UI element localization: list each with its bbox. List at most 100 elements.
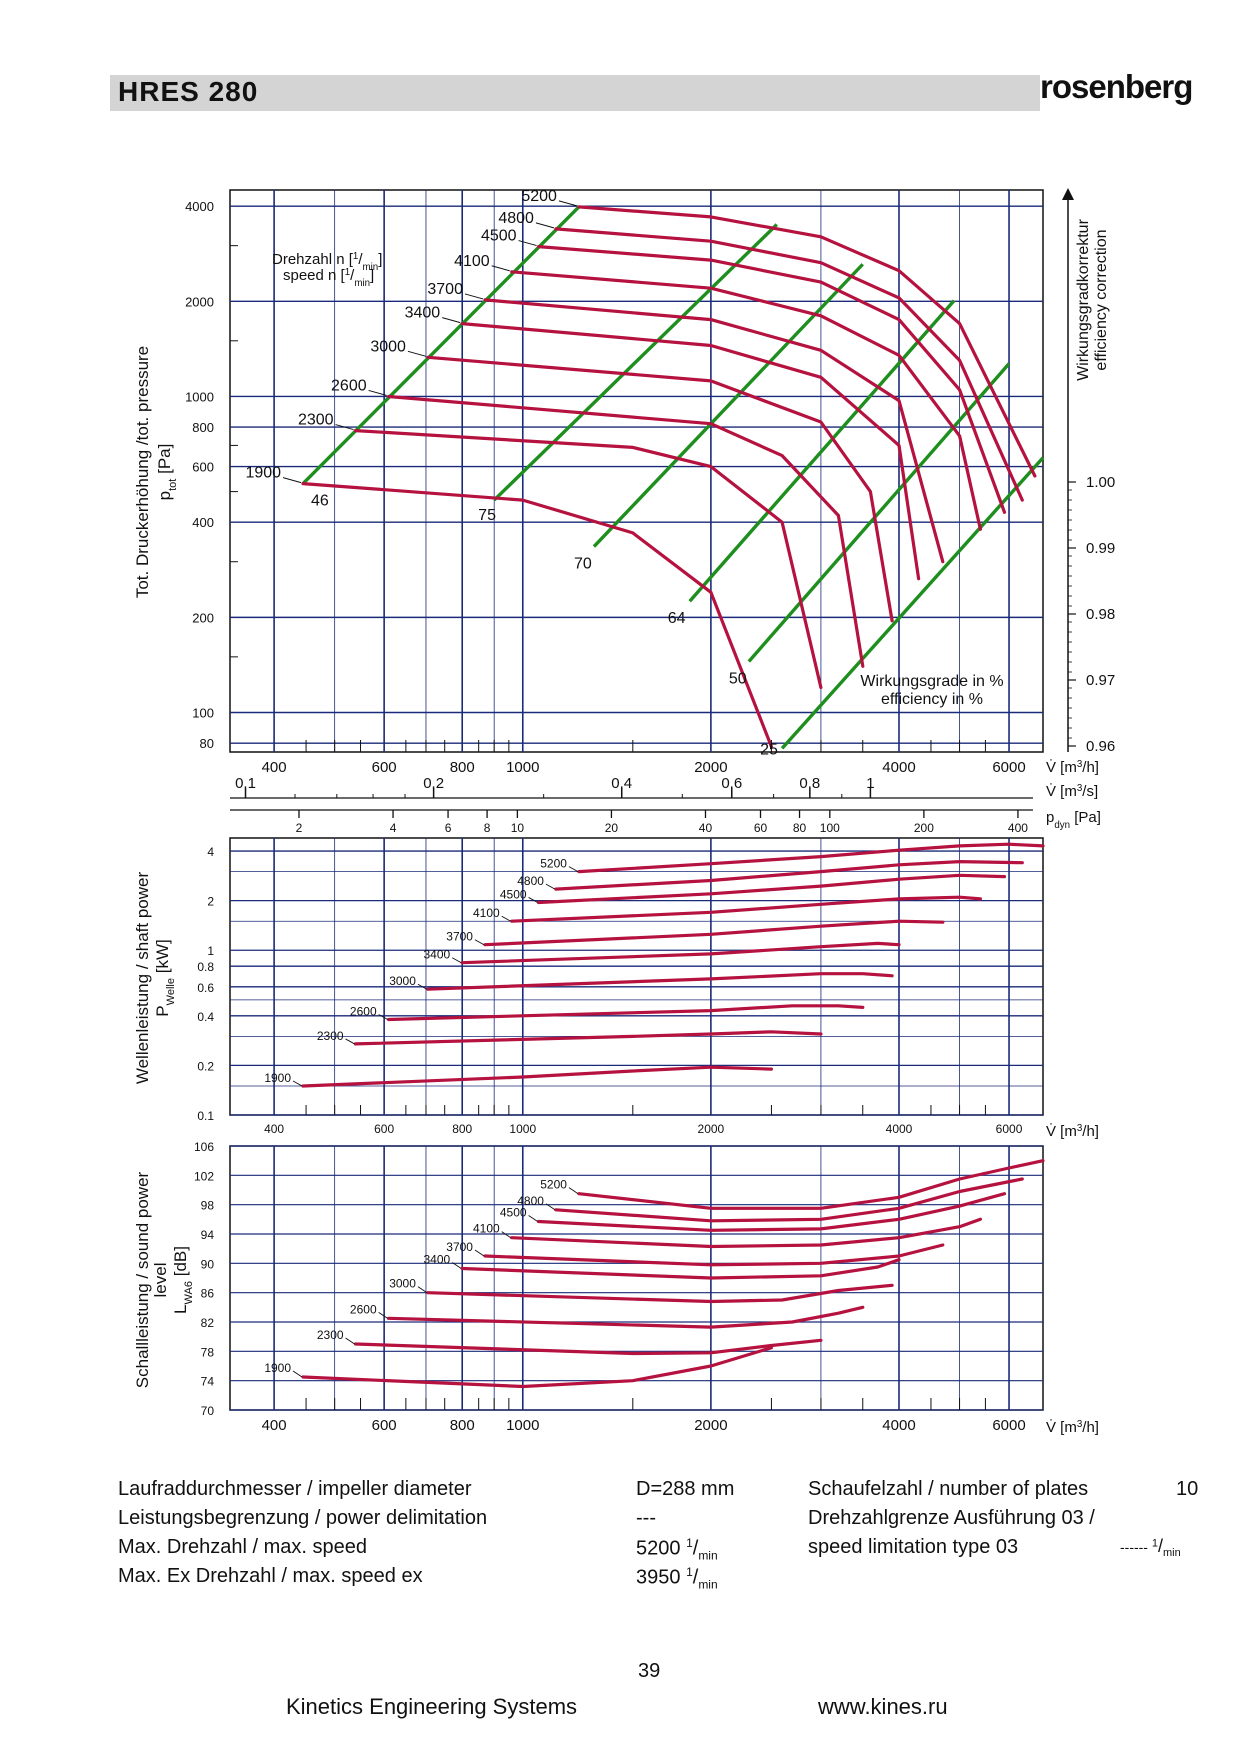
- efficiency-label-50: 50: [729, 671, 747, 688]
- pressure-y-tick-label: 800: [192, 420, 214, 435]
- speed-label-leader: [518, 240, 537, 247]
- power-label-leader: [345, 1038, 355, 1045]
- correction-tick-label: 0.96: [1086, 738, 1115, 755]
- speed-curve-2300: [353, 429, 823, 690]
- power-speed-label-3700: 3700: [446, 930, 473, 944]
- power-y-tick-label: 0.2: [197, 1059, 214, 1073]
- speed-label-leader: [407, 350, 427, 357]
- efficiency-label-70: 70: [574, 556, 592, 573]
- power-curve-3000: [426, 972, 894, 991]
- speed-label-leader: [442, 317, 461, 324]
- speed-axis-label-de: Drehzahl n [1/min]: [272, 251, 382, 273]
- spec-label-impeller-diameter: Laufraddurchmesser / impeller diameter: [118, 1478, 472, 1500]
- pdyn-tick-label: 40: [699, 821, 713, 835]
- correction-axis-title-de: Wirkungsgradkorrektur: [1075, 218, 1092, 381]
- pressure-y-tick-label: 80: [200, 736, 214, 751]
- sound-x-axis-title: V̇ [m3/h]: [1046, 1419, 1099, 1437]
- speed-axis-label-en: speed n [1/min]: [283, 267, 374, 289]
- speed-label-4500: 4500: [481, 228, 517, 245]
- power-y-tick-label: 1: [207, 944, 214, 958]
- shaft-power-plot-frame: [229, 837, 1044, 1116]
- speed-label-leader: [282, 477, 302, 484]
- speed-label-leader: [558, 200, 578, 207]
- correction-tick-label: 0.98: [1086, 606, 1115, 623]
- pressure-y-tick-label: 100: [192, 706, 214, 721]
- footer-website: www.kines.ru: [818, 1694, 948, 1719]
- spec-label-speed-limitation-en: speed limitation type 03: [808, 1536, 1019, 1558]
- sound-label-leader: [451, 1262, 462, 1269]
- pdyn-tick-label: 10: [511, 821, 525, 835]
- speed-curve-4100: [510, 270, 982, 531]
- power-label-leader: [568, 866, 579, 873]
- power-speed-label-2600: 2600: [350, 1004, 377, 1018]
- sound-speed-label-4100: 4100: [473, 1222, 500, 1236]
- m3s-tick-label: 0.4: [611, 775, 632, 792]
- sound-speed-label-3400: 3400: [424, 1252, 451, 1266]
- speed-curve-1900: [301, 482, 773, 749]
- sound-y-tick-label: 82: [201, 1316, 215, 1330]
- power-y-tick-label: 0.6: [197, 981, 214, 995]
- sound-curve-4500: [537, 1192, 1007, 1232]
- efficiency-line-70: [592, 263, 864, 548]
- sound-curve-4100: [510, 1217, 982, 1249]
- pdyn-tick-label: 60: [754, 821, 768, 835]
- sound-y-tick-label: 70: [201, 1404, 215, 1418]
- power-x-tick-label: 600: [374, 1122, 394, 1136]
- power-y-tick-label: 0.8: [197, 960, 214, 974]
- pressure-x-tick-label: 4000: [882, 759, 915, 776]
- sound-y-axis-unit: LWA6 [dB]: [171, 1246, 195, 1314]
- speed-label-leader: [464, 293, 484, 300]
- pdyn-tick-label: 4: [390, 821, 397, 835]
- speed-label-3000: 3000: [370, 338, 406, 355]
- m3s-tick-label: 0.8: [799, 775, 820, 792]
- sound-speed-label-5200: 5200: [540, 1178, 567, 1192]
- spec-value-power-delimitation: ---: [636, 1507, 656, 1529]
- power-label-leader: [451, 957, 462, 964]
- spec-value-impeller-diameter: D=288 mm: [636, 1478, 735, 1500]
- efficiency-line-50: [747, 362, 1011, 663]
- sound-label-leader: [378, 1311, 388, 1319]
- sound-y-axis-title: Schallleistung / sound power: [133, 1171, 152, 1388]
- pdyn-tick-label: 200: [914, 821, 934, 835]
- correction-tick-label: 0.97: [1086, 672, 1115, 689]
- power-curve-3400: [460, 941, 901, 965]
- m3s-axis-title: V̇ [m3/s]: [1046, 783, 1098, 801]
- sound-speed-label-2600: 2600: [350, 1302, 377, 1316]
- speed-label-2600: 2600: [331, 377, 367, 394]
- pressure-y-tick-label: 600: [192, 460, 214, 475]
- spec-label-speed-limitation-de: Drehzahlgrenze Ausführung 03 /: [808, 1507, 1095, 1529]
- sound-curve-3000: [426, 1283, 894, 1304]
- sound-curve-2600: [387, 1305, 865, 1329]
- efficiency-line-64: [688, 299, 956, 603]
- sound-y-axis-title-2: level: [151, 1263, 170, 1298]
- speed-label-leader: [368, 389, 387, 396]
- power-x-tick-label: 6000: [996, 1122, 1023, 1136]
- spec-label-power-delimitation: Leistungsbegrenzung / power delimitation: [118, 1507, 488, 1529]
- efficiency-label-64: 64: [668, 610, 686, 627]
- sound-label-leader: [292, 1370, 303, 1378]
- power-y-axis-unit: PWelle [kW]: [153, 939, 177, 1017]
- spec-value-speed-limitation: ------ 1/min: [1120, 1536, 1181, 1559]
- power-curve-2300: [353, 1030, 823, 1046]
- sound-speed-label-3700: 3700: [446, 1240, 473, 1254]
- speed-curve-3000: [426, 355, 894, 623]
- efficiency-line-46: [301, 205, 581, 485]
- sound-x-tick-label: 4000: [882, 1417, 915, 1434]
- efficiency-label-46: 46: [311, 493, 329, 510]
- power-speed-label-3400: 3400: [424, 948, 451, 962]
- sound-speed-label-4800: 4800: [517, 1194, 544, 1208]
- m3s-tick-label: 1: [866, 775, 874, 792]
- power-label-leader: [378, 1014, 388, 1020]
- efficiency-correction-arrow: [1062, 188, 1074, 200]
- pressure-x-axis-title: V̇ [m3/h]: [1046, 759, 1099, 777]
- power-curve-5200: [577, 842, 1045, 874]
- sound-speed-label-2300: 2300: [317, 1328, 344, 1342]
- sound-y-tick-label: 98: [201, 1199, 215, 1213]
- pressure-y-tick-label: 2000: [185, 294, 214, 309]
- pressure-y-tick-label: 4000: [185, 199, 214, 214]
- m3s-tick-label: 0.2: [423, 775, 444, 792]
- speed-label-5200: 5200: [521, 188, 557, 205]
- pressure-y-tick-label: 200: [192, 610, 214, 625]
- speed-curve-3700: [483, 298, 945, 564]
- pressure-x-tick-label: 800: [450, 759, 475, 776]
